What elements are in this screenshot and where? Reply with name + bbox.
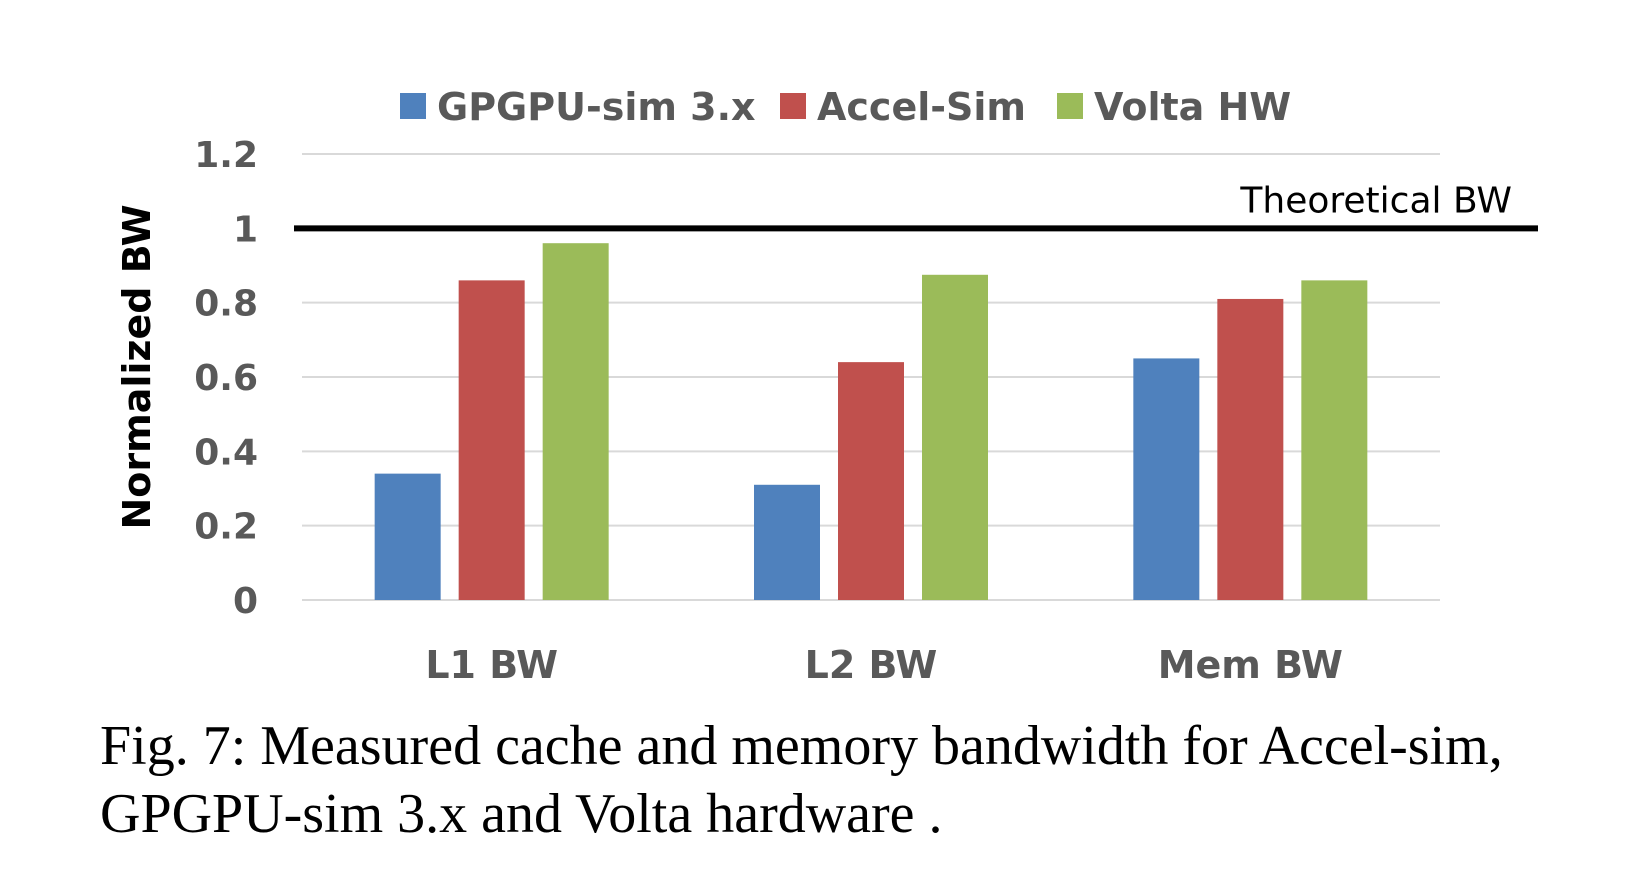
bar-gpgpu-sim-3-x-l1-bw [374, 473, 441, 600]
legend-swatch [780, 93, 806, 119]
x-category-label: L2 BW [805, 643, 938, 687]
bar-gpgpu-sim-3-x-mem-bw [1133, 358, 1200, 600]
figure-caption: Fig. 7: Measured cache and memory bandwi… [100, 715, 1503, 845]
y-tick-label: 0.4 [194, 432, 258, 473]
bar-gpgpu-sim-3-x-l2-bw [754, 484, 820, 600]
legend-label: GPGPU-sim 3.x [437, 85, 756, 129]
legend: GPGPU-sim 3.x Accel-Sim Volta HW [400, 85, 1291, 129]
y-tick-labels: 0 0.2 0.4 0.6 0.8 1 1.2 [194, 135, 258, 622]
y-tick-label: 1 [233, 209, 258, 250]
reference-line-group: Theoretical BW [294, 180, 1538, 232]
bar-accel-sim-l2-bw [838, 362, 904, 600]
legend-swatch [1057, 93, 1083, 119]
bar-volta-hw-l2-bw [922, 274, 988, 600]
bandwidth-bar-chart: 0 0.2 0.4 0.6 0.8 1 1.2 L1 BW L2 BW Mem BW Theor… [115, 85, 1538, 687]
x-category-label: Mem BW [1158, 643, 1343, 687]
bar-volta-hw-mem-bw [1301, 280, 1368, 600]
theoretical-bw-label: Theoretical BW [1239, 180, 1512, 221]
legend-label: Volta HW [1094, 85, 1291, 129]
bar-accel-sim-l1-bw [458, 280, 525, 600]
category-labels: L1 BW L2 BW Mem BW [425, 643, 1343, 687]
y-tick-label: 0 [233, 581, 258, 622]
y-tick-label: 1.2 [194, 135, 258, 176]
bar-volta-hw-l1-bw [542, 243, 609, 600]
bar-accel-sim-mem-bw [1217, 298, 1284, 600]
x-category-label: L1 BW [425, 643, 558, 687]
y-tick-label: 0.8 [194, 284, 258, 325]
y-axis-label: Normalized BW [115, 204, 159, 529]
bars [374, 243, 1368, 600]
y-tick-label: 0.2 [194, 507, 258, 548]
legend-swatch [400, 93, 426, 119]
legend-label: Accel-Sim [817, 85, 1026, 129]
y-tick-label: 0.6 [194, 358, 258, 399]
